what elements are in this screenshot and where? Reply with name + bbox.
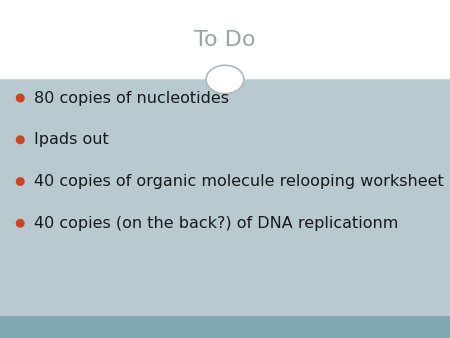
Circle shape [206, 65, 244, 94]
FancyBboxPatch shape [0, 0, 450, 79]
Ellipse shape [16, 94, 25, 102]
Ellipse shape [16, 177, 25, 186]
FancyBboxPatch shape [0, 316, 450, 338]
Text: 40 copies of organic molecule relooping worksheet: 40 copies of organic molecule relooping … [34, 174, 444, 189]
Text: Ipads out: Ipads out [34, 132, 108, 147]
Ellipse shape [16, 135, 25, 144]
FancyBboxPatch shape [0, 79, 450, 316]
Text: To Do: To Do [194, 30, 256, 50]
Ellipse shape [16, 219, 25, 228]
Text: 40 copies (on the back?) of DNA replicationm: 40 copies (on the back?) of DNA replicat… [34, 216, 398, 231]
Text: 80 copies of nucleotides: 80 copies of nucleotides [34, 91, 229, 105]
